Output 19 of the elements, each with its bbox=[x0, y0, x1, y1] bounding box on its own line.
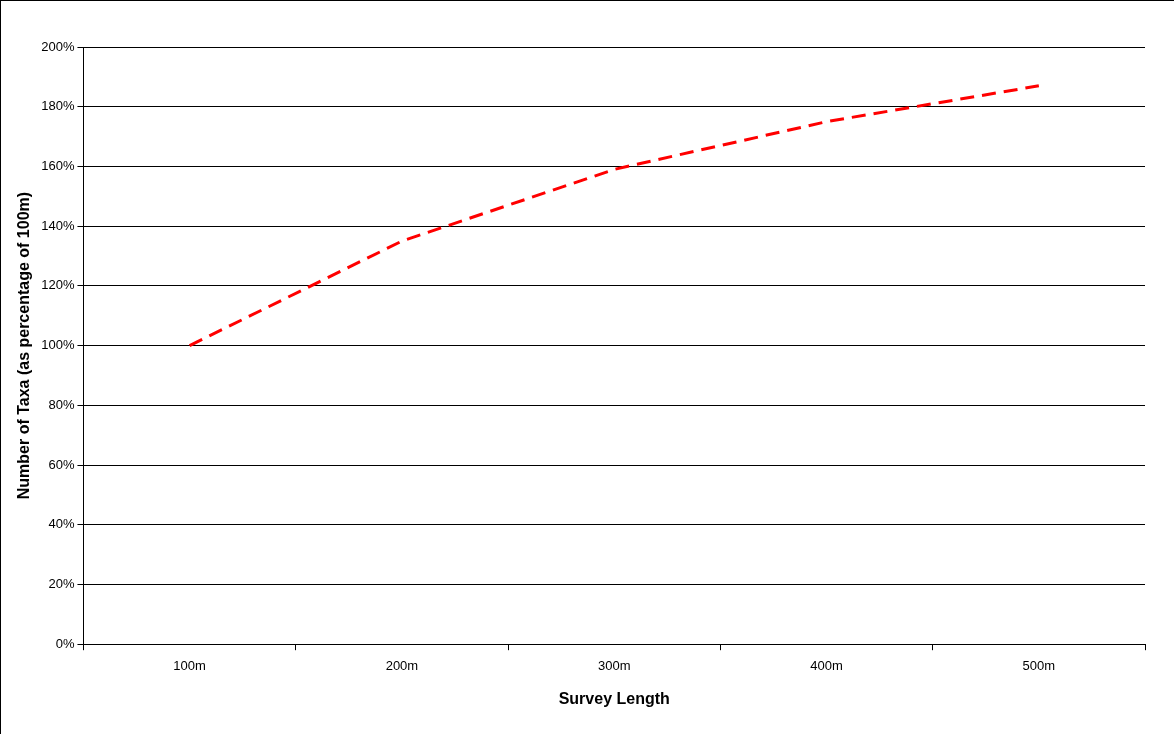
x-tick-label: 400m bbox=[810, 657, 843, 673]
y-tick-label: 40% bbox=[48, 516, 75, 532]
y-tick-label: 120% bbox=[41, 277, 75, 293]
y-tick-label: 200% bbox=[41, 38, 75, 54]
y-tick-label: 80% bbox=[48, 396, 75, 412]
y-tick-label: 180% bbox=[41, 98, 75, 114]
x-tick-label: 500m bbox=[1022, 657, 1056, 673]
x-tick-label: 300m bbox=[597, 657, 631, 673]
y-tick-label: 60% bbox=[48, 456, 75, 472]
y-tick-label: 140% bbox=[41, 217, 75, 233]
x-axis-title: Survey Length bbox=[558, 689, 670, 707]
y-tick-label: 0% bbox=[55, 635, 75, 651]
y-tick-label: 20% bbox=[48, 576, 75, 592]
x-tick-label: 200m bbox=[385, 657, 419, 673]
x-tick-label: 100m bbox=[173, 657, 206, 673]
y-axis-title: Number of Taxa (as percentage of 100m) bbox=[15, 191, 33, 500]
y-tick-label: 100% bbox=[41, 337, 75, 353]
y-tick-label: 160% bbox=[41, 158, 75, 174]
line-series bbox=[188, 84, 1041, 348]
